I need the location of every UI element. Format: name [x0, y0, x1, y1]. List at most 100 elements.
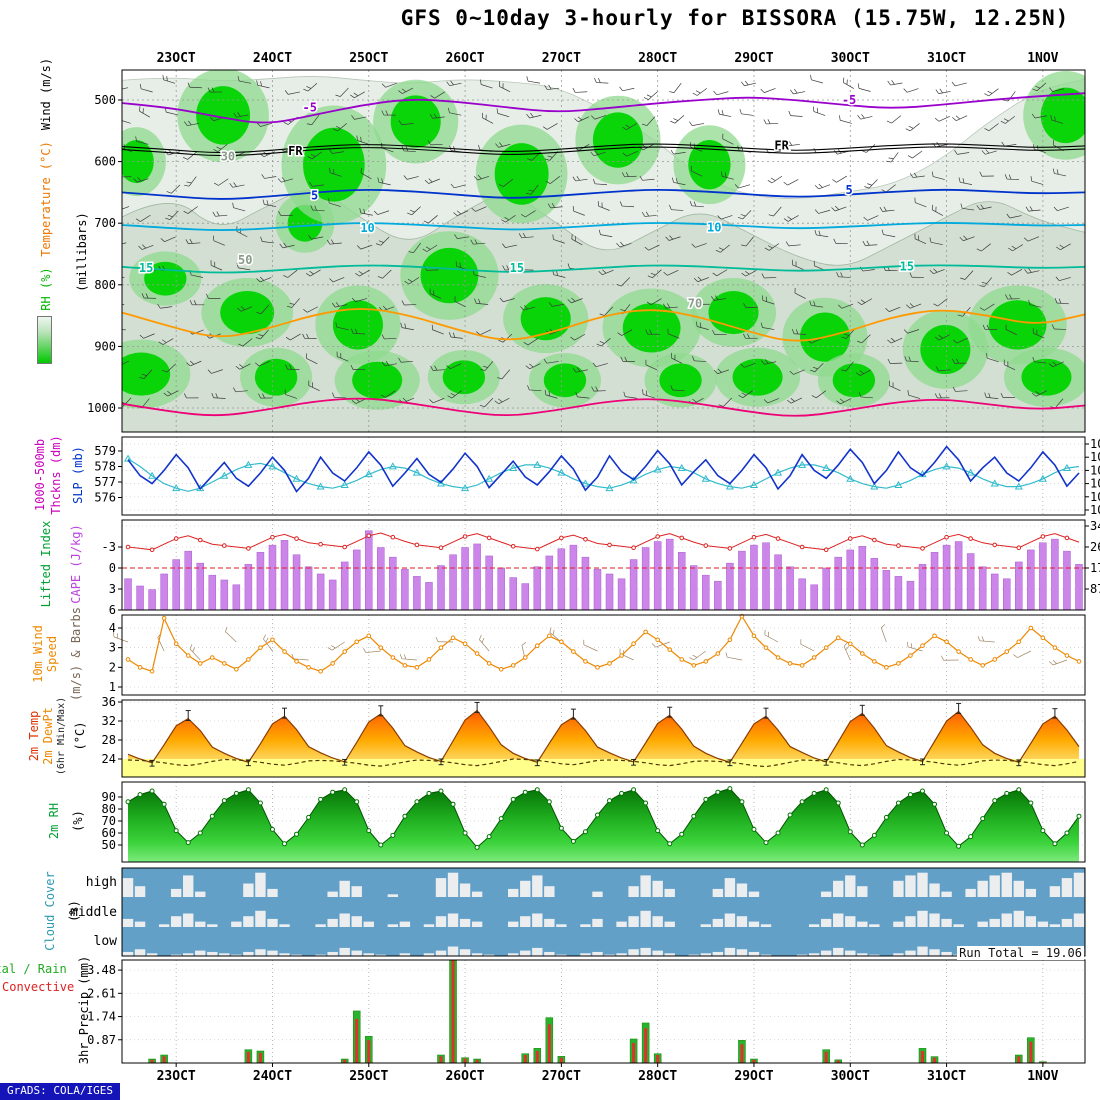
- svg-text:60: 60: [102, 826, 116, 840]
- svg-text:50: 50: [238, 253, 252, 267]
- svg-text:27OCT: 27OCT: [542, 1069, 581, 1084]
- svg-text:1000: 1000: [87, 401, 116, 415]
- svg-text:2.61: 2.61: [87, 986, 116, 1000]
- svg-text:23OCT: 23OCT: [157, 1069, 196, 1084]
- svg-text:27OCT: 27OCT: [542, 51, 581, 66]
- svg-text:29OCT: 29OCT: [734, 51, 773, 66]
- svg-text:15: 15: [510, 261, 524, 275]
- panel-wind10m: [113, 613, 1085, 695]
- svg-text:32: 32: [102, 714, 116, 728]
- precip-label: 3hr Precip (mm): [77, 955, 91, 1065]
- svg-text:70: 70: [688, 296, 702, 310]
- svg-text:4: 4: [109, 621, 116, 635]
- svg-text:6: 6: [109, 603, 116, 617]
- svg-text:3: 3: [109, 582, 116, 596]
- svg-text:578: 578: [94, 460, 116, 474]
- svg-text:70: 70: [102, 814, 116, 828]
- panel-border-p6: [121, 781, 1086, 863]
- svg-text:31OCT: 31OCT: [927, 51, 966, 66]
- svg-text:10: 10: [360, 221, 374, 235]
- svg-text:3.48: 3.48: [87, 963, 116, 977]
- svg-text:15: 15: [900, 259, 914, 273]
- date-axis: 23OCT 23OCT 24OCT 24OCT 25OCT 25OCT 26OCT 26OCT…: [157, 51, 1059, 1084]
- svg-text:36: 36: [102, 695, 116, 709]
- panel-border-p4: [121, 614, 1086, 696]
- svg-text:600: 600: [94, 155, 116, 169]
- panel-border-p2: [121, 436, 1086, 516]
- svg-text:3496: 3496: [1090, 519, 1100, 533]
- svg-text:80: 80: [102, 802, 116, 816]
- svg-text:579: 579: [94, 444, 116, 458]
- svg-text:1748: 1748: [1090, 561, 1100, 575]
- panel-border-p8: [121, 959, 1086, 1064]
- svg-text:900: 900: [94, 339, 116, 353]
- svg-text:700: 700: [94, 216, 116, 230]
- panel-rh2m: [122, 782, 1085, 862]
- svg-text:576: 576: [94, 491, 116, 505]
- svg-text:874: 874: [1090, 582, 1100, 596]
- svg-text:3: 3: [109, 641, 116, 655]
- panel-upper-air: -5 -5 FR FR 5 5 10 10 15 15 15 30 50 70: [122, 70, 1085, 432]
- svg-text:23OCT: 23OCT: [157, 51, 196, 66]
- svg-text:30OCT: 30OCT: [831, 1069, 870, 1084]
- svg-text:1.74: 1.74: [87, 1010, 116, 1024]
- panel-slp-thickness: [122, 437, 1085, 515]
- panel-cloud: [122, 868, 1085, 956]
- svg-text:-5: -5: [303, 100, 317, 114]
- svg-text:5: 5: [845, 183, 852, 197]
- svg-text:800: 800: [94, 278, 116, 292]
- svg-text:28: 28: [102, 733, 116, 747]
- svg-text:1014: 1014: [1090, 450, 1100, 464]
- convective-label: Convective: [2, 980, 75, 994]
- svg-text:-5: -5: [842, 93, 856, 107]
- run-total: Run Total = 19.06: [957, 946, 1084, 960]
- svg-text:-3: -3: [102, 540, 116, 554]
- svg-text:1NOV: 1NOV: [1027, 51, 1058, 66]
- svg-text:25OCT: 25OCT: [349, 51, 388, 66]
- svg-text:0: 0: [109, 561, 116, 575]
- svg-text:24OCT: 24OCT: [253, 51, 292, 66]
- panel-border-p7: [121, 867, 1086, 957]
- svg-text:1NOV: 1NOV: [1027, 1069, 1058, 1084]
- svg-text:2622: 2622: [1090, 540, 1100, 554]
- panel-border-p3: [121, 519, 1086, 611]
- rh-colorbar: [37, 316, 52, 364]
- millibars-label: (millibars): [75, 212, 89, 292]
- svg-text:1013: 1013: [1090, 463, 1100, 477]
- svg-text:500: 500: [94, 93, 116, 107]
- svg-text:middle: middle: [70, 905, 117, 920]
- svg-text:24OCT: 24OCT: [253, 1069, 292, 1084]
- total-rain-label: Total / Rain: [0, 962, 67, 976]
- svg-text:577: 577: [94, 475, 116, 489]
- svg-text:50: 50: [102, 838, 116, 852]
- svg-text:90: 90: [102, 790, 116, 804]
- svg-text:low: low: [94, 934, 118, 949]
- svg-text:26OCT: 26OCT: [445, 1069, 484, 1084]
- panel-precip: [122, 960, 1085, 1063]
- svg-text:1: 1: [109, 680, 116, 694]
- svg-text:high: high: [86, 875, 117, 890]
- svg-text:FR: FR: [774, 139, 789, 153]
- svg-text:28OCT: 28OCT: [638, 51, 677, 66]
- panel-temp2m: [122, 700, 1085, 777]
- svg-text:31OCT: 31OCT: [927, 1069, 966, 1084]
- panel-cape-li: [122, 520, 1085, 611]
- svg-text:28OCT: 28OCT: [638, 1069, 677, 1084]
- svg-text:1012: 1012: [1090, 477, 1100, 491]
- svg-text:29OCT: 29OCT: [734, 1069, 773, 1084]
- svg-text:0.87: 0.87: [87, 1033, 116, 1047]
- panel-border-p1: [121, 69, 1086, 433]
- svg-text:10: 10: [707, 221, 721, 235]
- svg-text:30: 30: [221, 150, 235, 164]
- svg-text:15: 15: [139, 261, 153, 275]
- svg-text:25OCT: 25OCT: [349, 1069, 388, 1084]
- svg-text:26OCT: 26OCT: [445, 51, 484, 66]
- temp2m-label: 2m Temp: [27, 710, 41, 762]
- grads-credit: GrADS: COLA/IGES: [0, 1083, 120, 1100]
- panel-border-p5: [121, 699, 1086, 778]
- svg-text:2: 2: [109, 660, 116, 674]
